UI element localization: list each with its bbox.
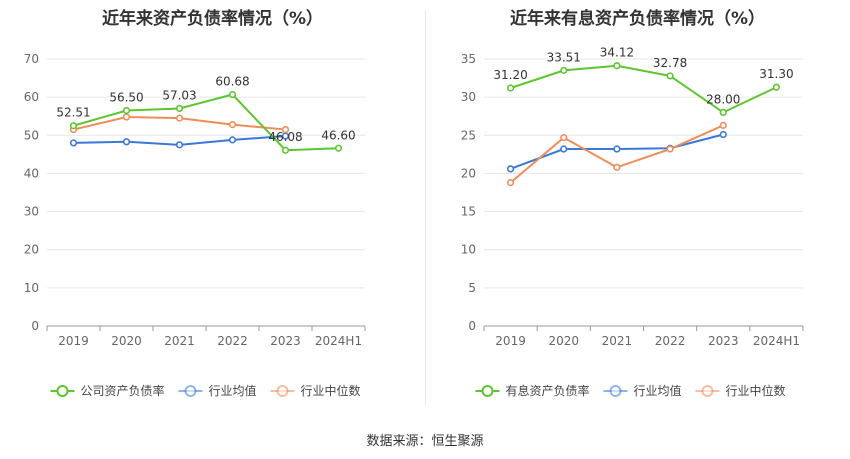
y-tick-label: 0	[31, 319, 39, 333]
legend-item[interactable]: 行业中位数	[270, 383, 361, 398]
data-point	[281, 125, 290, 134]
y-tick-label: 30	[24, 205, 39, 219]
data-point	[719, 130, 727, 139]
data-point	[122, 106, 131, 115]
legend-item[interactable]: 行业中位数	[695, 383, 786, 398]
series-line	[509, 124, 724, 184]
y-tick-label: 0	[468, 319, 476, 333]
data-point	[666, 145, 674, 153]
data-label: 32.78	[653, 56, 687, 70]
legend-swatch-marker	[609, 385, 622, 397]
data-point	[281, 146, 290, 154]
y-tick-label: 60	[24, 90, 39, 104]
data-point	[666, 72, 674, 80]
y-tick-label: 40	[24, 166, 39, 180]
data-point	[69, 122, 78, 130]
y-tick-label: 10	[461, 243, 476, 257]
legend-label: 公司资产负债率	[81, 383, 165, 398]
legend-item[interactable]: 行业均值	[178, 383, 257, 398]
y-tick-label: 20	[24, 243, 39, 257]
data-point	[175, 104, 184, 113]
legend-label: 行业中位数	[301, 383, 361, 398]
legend-item[interactable]: 有息资产负债率	[475, 383, 590, 398]
data-point	[560, 66, 568, 74]
legend-item[interactable]: 行业均值	[603, 383, 682, 398]
legend-label: 有息资产负债率	[506, 383, 590, 398]
y-tick-label: 70	[24, 52, 39, 66]
legend-swatch-marker	[56, 385, 69, 397]
legend-label: 行业中位数	[726, 383, 786, 398]
data-point	[719, 108, 727, 116]
legend-label: 行业均值	[209, 383, 257, 398]
data-point	[506, 178, 515, 187]
data-point	[122, 138, 131, 146]
data-point	[334, 144, 343, 152]
series-line	[510, 64, 777, 114]
y-tick-label: 25	[461, 128, 476, 142]
data-point	[228, 90, 237, 99]
data-point	[175, 141, 184, 149]
data-point	[122, 113, 131, 121]
y-tick-label: 10	[24, 281, 39, 295]
x-tick-label: 2024H1	[315, 334, 362, 348]
data-label: 33.51	[547, 50, 581, 64]
data-point	[69, 139, 78, 147]
y-tick-label: 20	[461, 166, 476, 180]
right-chart-panel: 近年来有息资产负债率情况（%） 0 5 10 15 20 25 30 35 2019 2020 20…	[425, 0, 850, 420]
y-tick-label: 15	[461, 205, 476, 219]
data-point	[560, 133, 568, 142]
x-tick-label: 2022	[655, 334, 686, 348]
data-label: 60.68	[215, 75, 249, 89]
data-point	[228, 136, 237, 144]
x-tick-label: 2023	[270, 334, 301, 348]
x-tick-label: 2019	[58, 334, 89, 348]
data-point	[175, 114, 184, 122]
data-label: 52.51	[56, 106, 90, 120]
x-tick-label: 2020	[548, 334, 579, 348]
data-point	[560, 145, 568, 153]
y-tick-label: 30	[461, 90, 476, 104]
data-point	[613, 145, 621, 153]
x-tick-label: 2019	[495, 334, 526, 348]
series-line	[73, 93, 339, 152]
data-point	[613, 163, 621, 171]
legend-swatch-marker	[701, 385, 714, 397]
y-tick-label: 35	[461, 52, 476, 66]
left-chart-svg: 0 10 20 30 40 50 60 70 2019 2020 2021 2022 2023 2024H…	[24, 52, 366, 398]
data-label: 31.30	[759, 67, 793, 81]
legend-item[interactable]: 公司资产负债率	[50, 383, 165, 398]
x-tick-label: 2021	[602, 334, 633, 348]
data-label: 31.20	[493, 68, 527, 82]
x-tick-label: 2022	[217, 334, 248, 348]
left-chart-panel: 近年来资产负债率情况（%） 0 10 20 30 40 50 60 70 2019 2020 202…	[0, 0, 425, 420]
data-point	[613, 62, 621, 70]
data-point	[719, 121, 727, 129]
data-label: 34.12	[600, 46, 634, 60]
data-label: 46.60	[321, 128, 355, 142]
data-label: 46.08	[268, 130, 302, 144]
legend-swatch-marker	[184, 385, 197, 397]
x-tick-label: 2020	[111, 334, 142, 348]
x-tick-label: 2024H1	[753, 334, 800, 348]
x-tick-label: 2023	[708, 334, 739, 348]
x-tick-label: 2021	[164, 334, 195, 348]
legend-swatch-marker	[276, 385, 289, 397]
data-point	[228, 121, 237, 129]
data-point	[772, 83, 781, 91]
data-source-text: 数据来源：恒生聚源	[366, 434, 484, 449]
data-label: 56.50	[109, 90, 143, 104]
panel-divider	[425, 10, 426, 405]
data-point	[281, 132, 290, 140]
data-point	[506, 165, 515, 173]
right-chart-svg: 0 5 10 15 20 25 30 35 2019 2020 2021 2022 2023 2024H1…	[461, 46, 804, 398]
left-chart-title: 近年来资产负债率情况（%）	[101, 9, 324, 29]
right-chart-title: 近年来有息资产负债率情况（%）	[509, 9, 766, 29]
data-point	[506, 84, 515, 92]
y-tick-label: 50	[24, 128, 39, 142]
y-tick-label: 5	[468, 281, 476, 295]
legend-swatch-marker	[481, 385, 494, 397]
data-label: 57.03	[162, 88, 196, 102]
legend-label: 行业均值	[634, 383, 682, 398]
data-label: 28.00	[706, 92, 740, 106]
